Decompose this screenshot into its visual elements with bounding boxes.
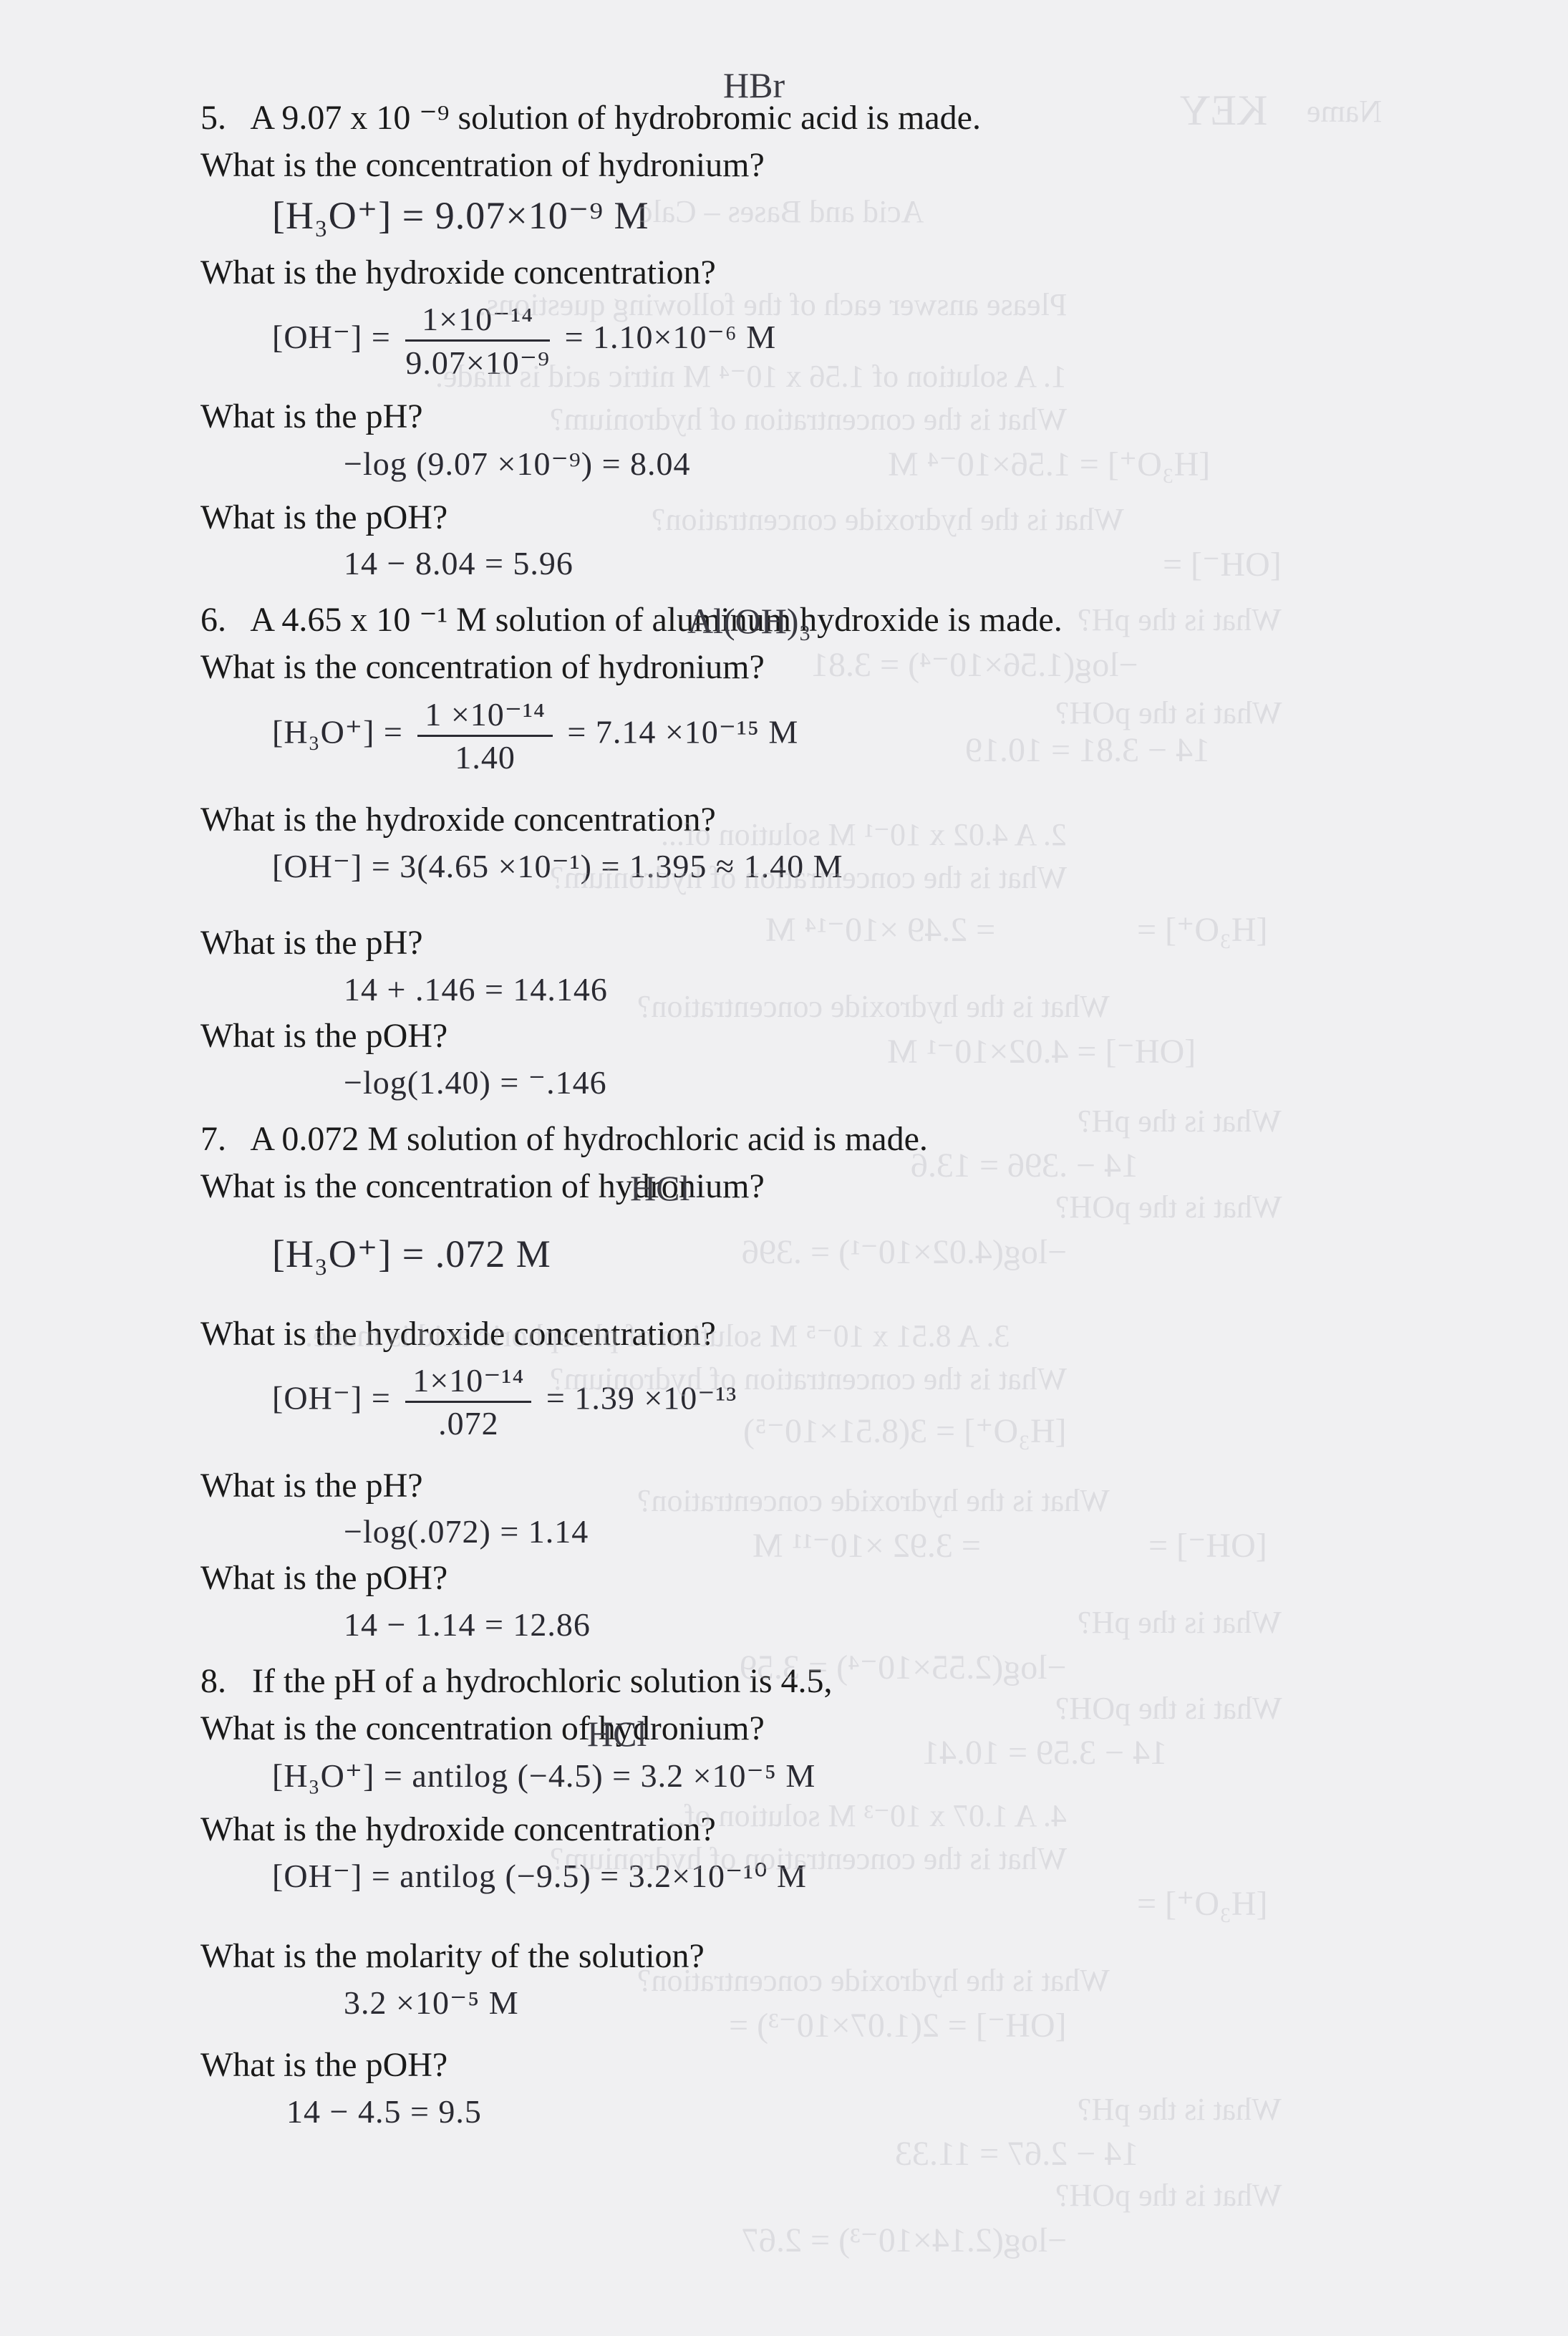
q-8-2: What is the hydroxide concentration? [200,1807,1410,1852]
worksheet-page: NameKEYAcid and Bases – CalcPlease answe… [0,0,1568,2336]
a-7-1: [H₃O⁺] = .072 M [272,1231,1410,1276]
q-5-2: What is the hydroxide concentration? [200,251,1410,295]
a-7-3: −log(.072) = 1.14 [344,1512,1410,1550]
q-5-4: What is the pOH? [200,496,1410,540]
problem-7-stem: 7. A 0.072 M solution of hydrochloric ac… [200,1117,1410,1162]
ghost-text: 14 − 2.67 = 11.33 [895,2134,1138,2173]
hw-formula-8: HCl [587,1713,647,1755]
problem-number: 8. [200,1662,226,1700]
q-5-3: What is the pH? [200,395,1410,439]
frac-den: 9.07×10⁻⁹ [405,342,550,382]
a-6-1-prefix: [H₃O⁺] = [272,713,403,750]
stem-text: A 4.65 x 10 ⁻¹ M solution of aluminum hy… [250,601,1062,639]
a-5-4: 14 − 8.04 = 5.96 [344,544,1410,582]
a-5-2-suffix: = 1.10×10⁻⁶ M [565,319,777,355]
q-7-4: What is the pOH? [200,1556,1410,1601]
a-5-2-prefix: [OH⁻] = [272,319,391,355]
problem-7: HCl 7. A 0.072 M solution of hydrochlori… [200,1117,1410,1644]
stem-text: If the pH of a hydrochloric solution is … [252,1662,833,1700]
problem-6: Al(OH)₃ 6. A 4.65 x 10 ⁻¹ M solution of … [200,598,1410,1101]
a-6-1: [H₃O⁺] = 1 ×10⁻¹⁴ 1.40 = 7.14 ×10⁻¹⁵ M [272,695,1410,776]
a-8-3: 3.2 ×10⁻⁵ M [344,1983,1410,2022]
problem-5-stem: 5. A 9.07 x 10 ⁻⁹ solution of hydrobromi… [200,96,1410,140]
frac-num: 1×10⁻¹⁴ [405,299,550,342]
problem-number: 5. [200,99,226,137]
a-6-2: [OH⁻] = 3(4.65 ×10⁻¹) = 1.395 ≈ 1.40 M [272,846,1410,885]
a-8-4: 14 − 4.5 = 9.5 [286,2093,1410,2130]
a-5-2: [OH⁻] = 1×10⁻¹⁴ 9.07×10⁻⁹ = 1.10×10⁻⁶ M [272,299,1410,382]
q-7-2: What is the hydroxide concentration? [200,1312,1410,1356]
problem-8: HCl 8. If the pH of a hydrochloric solut… [200,1659,1410,2130]
stem-text: A 0.072 M solution of hydrochloric acid … [250,1120,928,1158]
q-6-4: What is the pOH? [200,1014,1410,1058]
q-6-2: What is the hydroxide concentration? [200,798,1410,842]
q-6-3: What is the pH? [200,921,1410,965]
a-5-1: [H₃O⁺] = 9.07×10⁻⁹ M [272,193,1410,238]
hw-formula-6: Al(OH)₃ [687,600,811,642]
q-7-1: What is the concentration of hydronium? [200,1164,1410,1209]
a-8-1: [H₃O⁺] = antilog (−4.5) = 3.2 ×10⁻⁵ M [272,1756,1410,1795]
q-7-3: What is the pH? [200,1464,1410,1508]
a-8-2: [OH⁻] = antilog (−9.5) = 3.2×10⁻¹⁰ M [272,1856,1410,1895]
a-6-4: −log(1.40) = ⁻.146 [344,1063,1410,1101]
problem-5: HBr 5. A 9.07 x 10 ⁻⁹ solution of hydrob… [200,96,1410,582]
problem-8-stem: 8. If the pH of a hydrochloric solution … [200,1659,1410,1704]
q-6-1: What is the concentration of hydronium? [200,645,1410,690]
q-8-3: What is the molarity of the solution? [200,1934,1410,1979]
frac-den: .072 [405,1403,531,1442]
frac-den: 1.40 [417,737,553,776]
a-5-3: −log (9.07 ×10⁻⁹) = 8.04 [344,444,1410,483]
hw-formula-7: HCl [630,1167,689,1209]
problem-number: 6. [200,601,226,639]
hw-formula-5: HBr [723,64,785,106]
a-6-3: 14 + .146 = 14.146 [344,970,1410,1008]
a-6-1-frac: 1 ×10⁻¹⁴ 1.40 [417,695,553,776]
a-6-1-suffix: = 7.14 ×10⁻¹⁵ M [567,713,798,750]
ghost-text: −log(2.14×10⁻³) = 2.67 [742,2220,1067,2260]
a-7-4: 14 − 1.14 = 12.86 [344,1606,1410,1644]
a-7-2-prefix: [OH⁻] = [272,1380,391,1416]
frac-num: 1×10⁻¹⁴ [405,1361,531,1403]
frac-num: 1 ×10⁻¹⁴ [417,695,553,737]
q-8-4: What is the pOH? [200,2043,1410,2088]
q-5-1: What is the concentration of hydronium? [200,143,1410,188]
a-5-2-frac: 1×10⁻¹⁴ 9.07×10⁻⁹ [405,299,550,382]
stem-text: A 9.07 x 10 ⁻⁹ solution of hydrobromic a… [250,99,981,137]
q-8-1: What is the concentration of hydronium? [200,1707,1410,1751]
ghost-text: What is the pOH? [1055,2177,1282,2214]
a-7-2: [OH⁻] = 1×10⁻¹⁴ .072 = 1.39 ×10⁻¹³ [272,1361,1410,1442]
a-7-2-suffix: = 1.39 ×10⁻¹³ [546,1380,737,1416]
a-7-2-frac: 1×10⁻¹⁴ .072 [405,1361,531,1442]
problem-number: 7. [200,1120,226,1158]
